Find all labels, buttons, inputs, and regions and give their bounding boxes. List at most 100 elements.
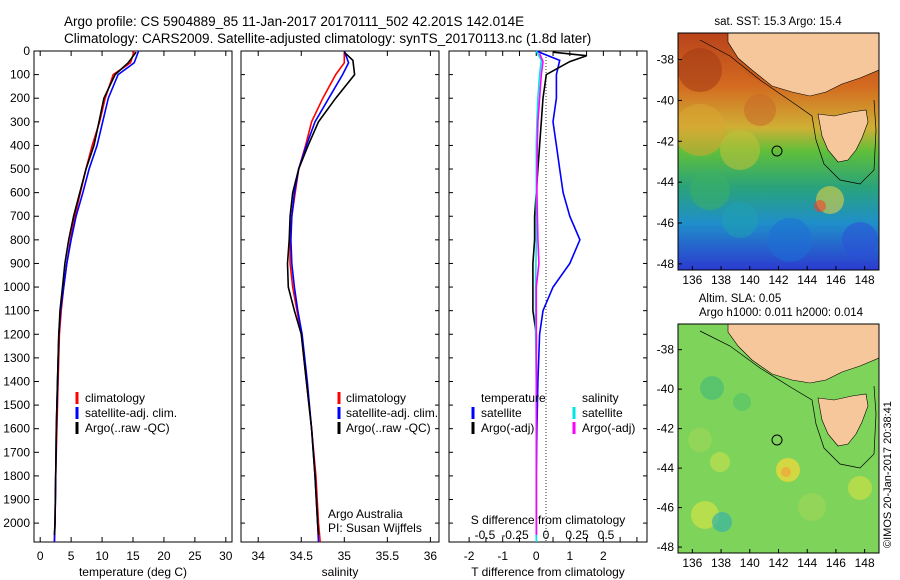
map-x-tick-label: 138 [711, 273, 731, 287]
map-y-tick-label: -48 [657, 257, 675, 271]
header-line-2: Climatology: CARS2009. Satellite-adjuste… [64, 31, 591, 46]
x-tick-label: 10 [95, 549, 109, 563]
legend-label-s-argo: Argo(-adj) [582, 421, 635, 435]
map-x-tick-label: 148 [855, 556, 875, 570]
difference-legend: temperature satellite Argo(-adj) salinit… [471, 391, 635, 435]
temperature-axis: 0 5 10 15 20 25 30 [37, 51, 233, 563]
sla-patch [848, 476, 872, 500]
salinity-plot-frame [240, 50, 440, 543]
y-tick-label: 1100 [4, 304, 30, 318]
x-tick-label: 0 [37, 549, 44, 563]
x-tick-label: -2 [464, 549, 475, 563]
map-y-tick-label: -46 [657, 216, 675, 230]
shelf-contour [699, 330, 877, 469]
temperature-legend: climatology satellite-adj. clim. Argo(..… [75, 391, 177, 435]
map-x-tick-label: 136 [682, 273, 702, 287]
imos-stamp: ©IMOS 20-Jan-2017 20:38:41 [882, 401, 894, 548]
y-tick-label: 0 [23, 44, 30, 58]
x-tick-label: 20 [157, 549, 171, 563]
map-y-tick-label: -40 [657, 93, 675, 107]
x-tick-label: 5 [68, 549, 75, 563]
profile-line [53, 51, 137, 535]
sla-patch [710, 452, 730, 472]
legend-label-climatology: climatology [346, 391, 406, 405]
x-tick-label: 25 [188, 549, 202, 563]
sst-map-title: sat. SST: 15.3 Argo: 15.4 [714, 16, 842, 28]
difference-profiles [532, 50, 587, 542]
tasmania-land [817, 393, 869, 447]
sla-patch [733, 393, 751, 411]
sst-patch [814, 200, 826, 212]
salinity-panel: 34 34.5 35 35.5 36 salinity climatology sate… [240, 50, 440, 579]
sst-map-axes: 136 138 140 142 144 146 148 -38 -40 -42 -44 -46 -48 [657, 53, 875, 287]
map-x-tick-label: 144 [797, 556, 817, 570]
y-tick-label: 1300 [3, 351, 30, 365]
map-y-tick-label: -48 [657, 540, 675, 554]
sla-map-axes: 136 138 140 142 144 146 148 -38 -40 -42 -44 -46 -48 [657, 343, 875, 570]
y-tick-label: 600 [10, 186, 30, 200]
salinity-axis: 34 34.5 35 35.5 36 [241, 50, 439, 563]
x-tick-label: 0 [533, 549, 540, 563]
y-tick-label: 900 [10, 256, 30, 270]
map-y-tick-label: -42 [657, 134, 675, 148]
sst-patch [768, 218, 812, 262]
sst-patch [678, 104, 726, 156]
map-x-tick-label: 142 [768, 273, 788, 287]
y-tick-label: 700 [10, 209, 30, 223]
s-difference-axis-label: S difference from climatology [471, 513, 626, 527]
mainland-land [727, 324, 879, 384]
map-x-tick-label: 144 [797, 273, 817, 287]
header-line-1: Argo profile: CS 5904889_85 11-Jan-2017 … [64, 14, 524, 29]
sla-map-subtitle: Argo h1000: 0.011 h2000: 0.014 [699, 307, 864, 319]
temperature-profiles [53, 50, 140, 543]
legend-label-argo: Argo(..raw -QC) [346, 421, 431, 435]
y-tick-label: 200 [10, 91, 30, 105]
x-tick-label: 15 [126, 549, 140, 563]
map-y-tick-label: -44 [657, 175, 675, 189]
sst-patch [678, 48, 722, 92]
legend-heading-salinity: salinity [582, 391, 619, 405]
map-y-tick-label: -42 [657, 422, 675, 436]
map-x-tick-label: 140 [740, 556, 760, 570]
map-x-tick-label: 146 [826, 273, 846, 287]
map-x-tick-label: 146 [826, 556, 846, 570]
sla-patch [688, 428, 712, 452]
s-tick-label: -0.5 [475, 528, 496, 542]
difference-panel: -2 -1 0 1 2 T difference from climatology S … [448, 50, 648, 579]
y-tick-label: 500 [10, 162, 30, 176]
profile-line [53, 50, 140, 543]
salinity-legend: climatology satellite-adj. clim. Argo(..… [337, 391, 438, 435]
depth-axis: 0 100 200 300 400 500 600 700 800 900 1000 1100 1200… [3, 44, 39, 530]
sla-patch [781, 467, 791, 477]
map-y-tick-label: -46 [657, 501, 675, 515]
y-tick-label: 1800 [3, 469, 30, 483]
sla-patch [700, 376, 724, 400]
sla-map: Altim. SLA: 0.05 Argo h1000: 0.011 h2000… [657, 293, 880, 570]
y-tick-label: 2000 [3, 516, 30, 530]
legend-label-climatology: climatology [85, 391, 145, 405]
profile-line [290, 50, 350, 543]
s-tick-label: 0.5 [598, 528, 615, 542]
temperature-plot-frame [33, 50, 233, 543]
map-x-tick-label: 142 [768, 556, 788, 570]
sst-patch [744, 94, 776, 126]
legend-label-t-satellite: satellite [481, 406, 522, 420]
y-tick-label: 1400 [3, 374, 30, 388]
map-x-tick-label: 136 [682, 556, 702, 570]
map-y-tick-label: -44 [657, 461, 675, 475]
sla-patch [712, 512, 732, 532]
y-tick-label: 1700 [3, 445, 30, 459]
sst-patch [690, 170, 730, 210]
sst-patch [722, 202, 758, 238]
annotation-argo-australia: Argo Australia [328, 507, 403, 521]
y-tick-label: 1600 [3, 422, 30, 436]
annotation-pi: PI: Susan Wijffels [328, 521, 422, 535]
profile-line [532, 51, 587, 535]
argo-position-marker [771, 434, 783, 446]
map-y-tick-label: -38 [657, 53, 675, 67]
x-tick-label: 36 [424, 549, 438, 563]
sst-patch [842, 222, 878, 258]
y-tick-label: 1500 [3, 398, 30, 412]
x-tick-label: -1 [497, 549, 508, 563]
